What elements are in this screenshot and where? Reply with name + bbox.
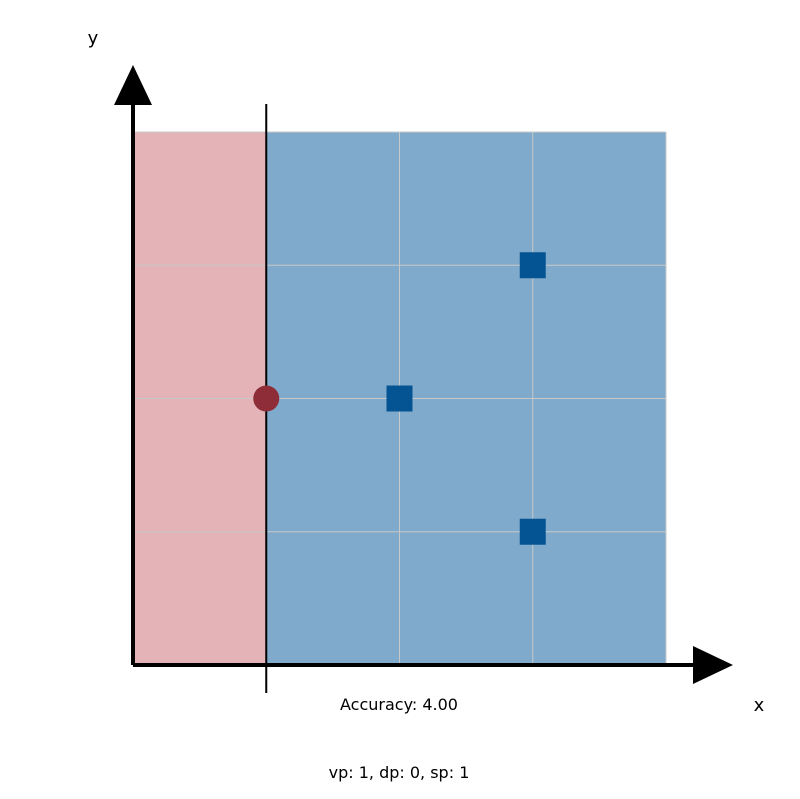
point-square	[519, 518, 546, 545]
y-axis-arrow	[114, 65, 152, 105]
x-axis-label: x	[754, 695, 765, 716]
x-axis-arrow	[693, 646, 733, 684]
y-axis-label: y	[88, 28, 99, 49]
footer-label: vp: 1, dp: 0, sp: 1	[329, 763, 470, 782]
data-points	[253, 252, 546, 545]
point-circle	[253, 385, 280, 412]
point-square	[519, 252, 546, 279]
axes	[114, 65, 733, 684]
accuracy-label: Accuracy: 4.00	[340, 695, 458, 714]
grid-lines	[133, 131, 667, 665]
point-square	[386, 385, 413, 412]
